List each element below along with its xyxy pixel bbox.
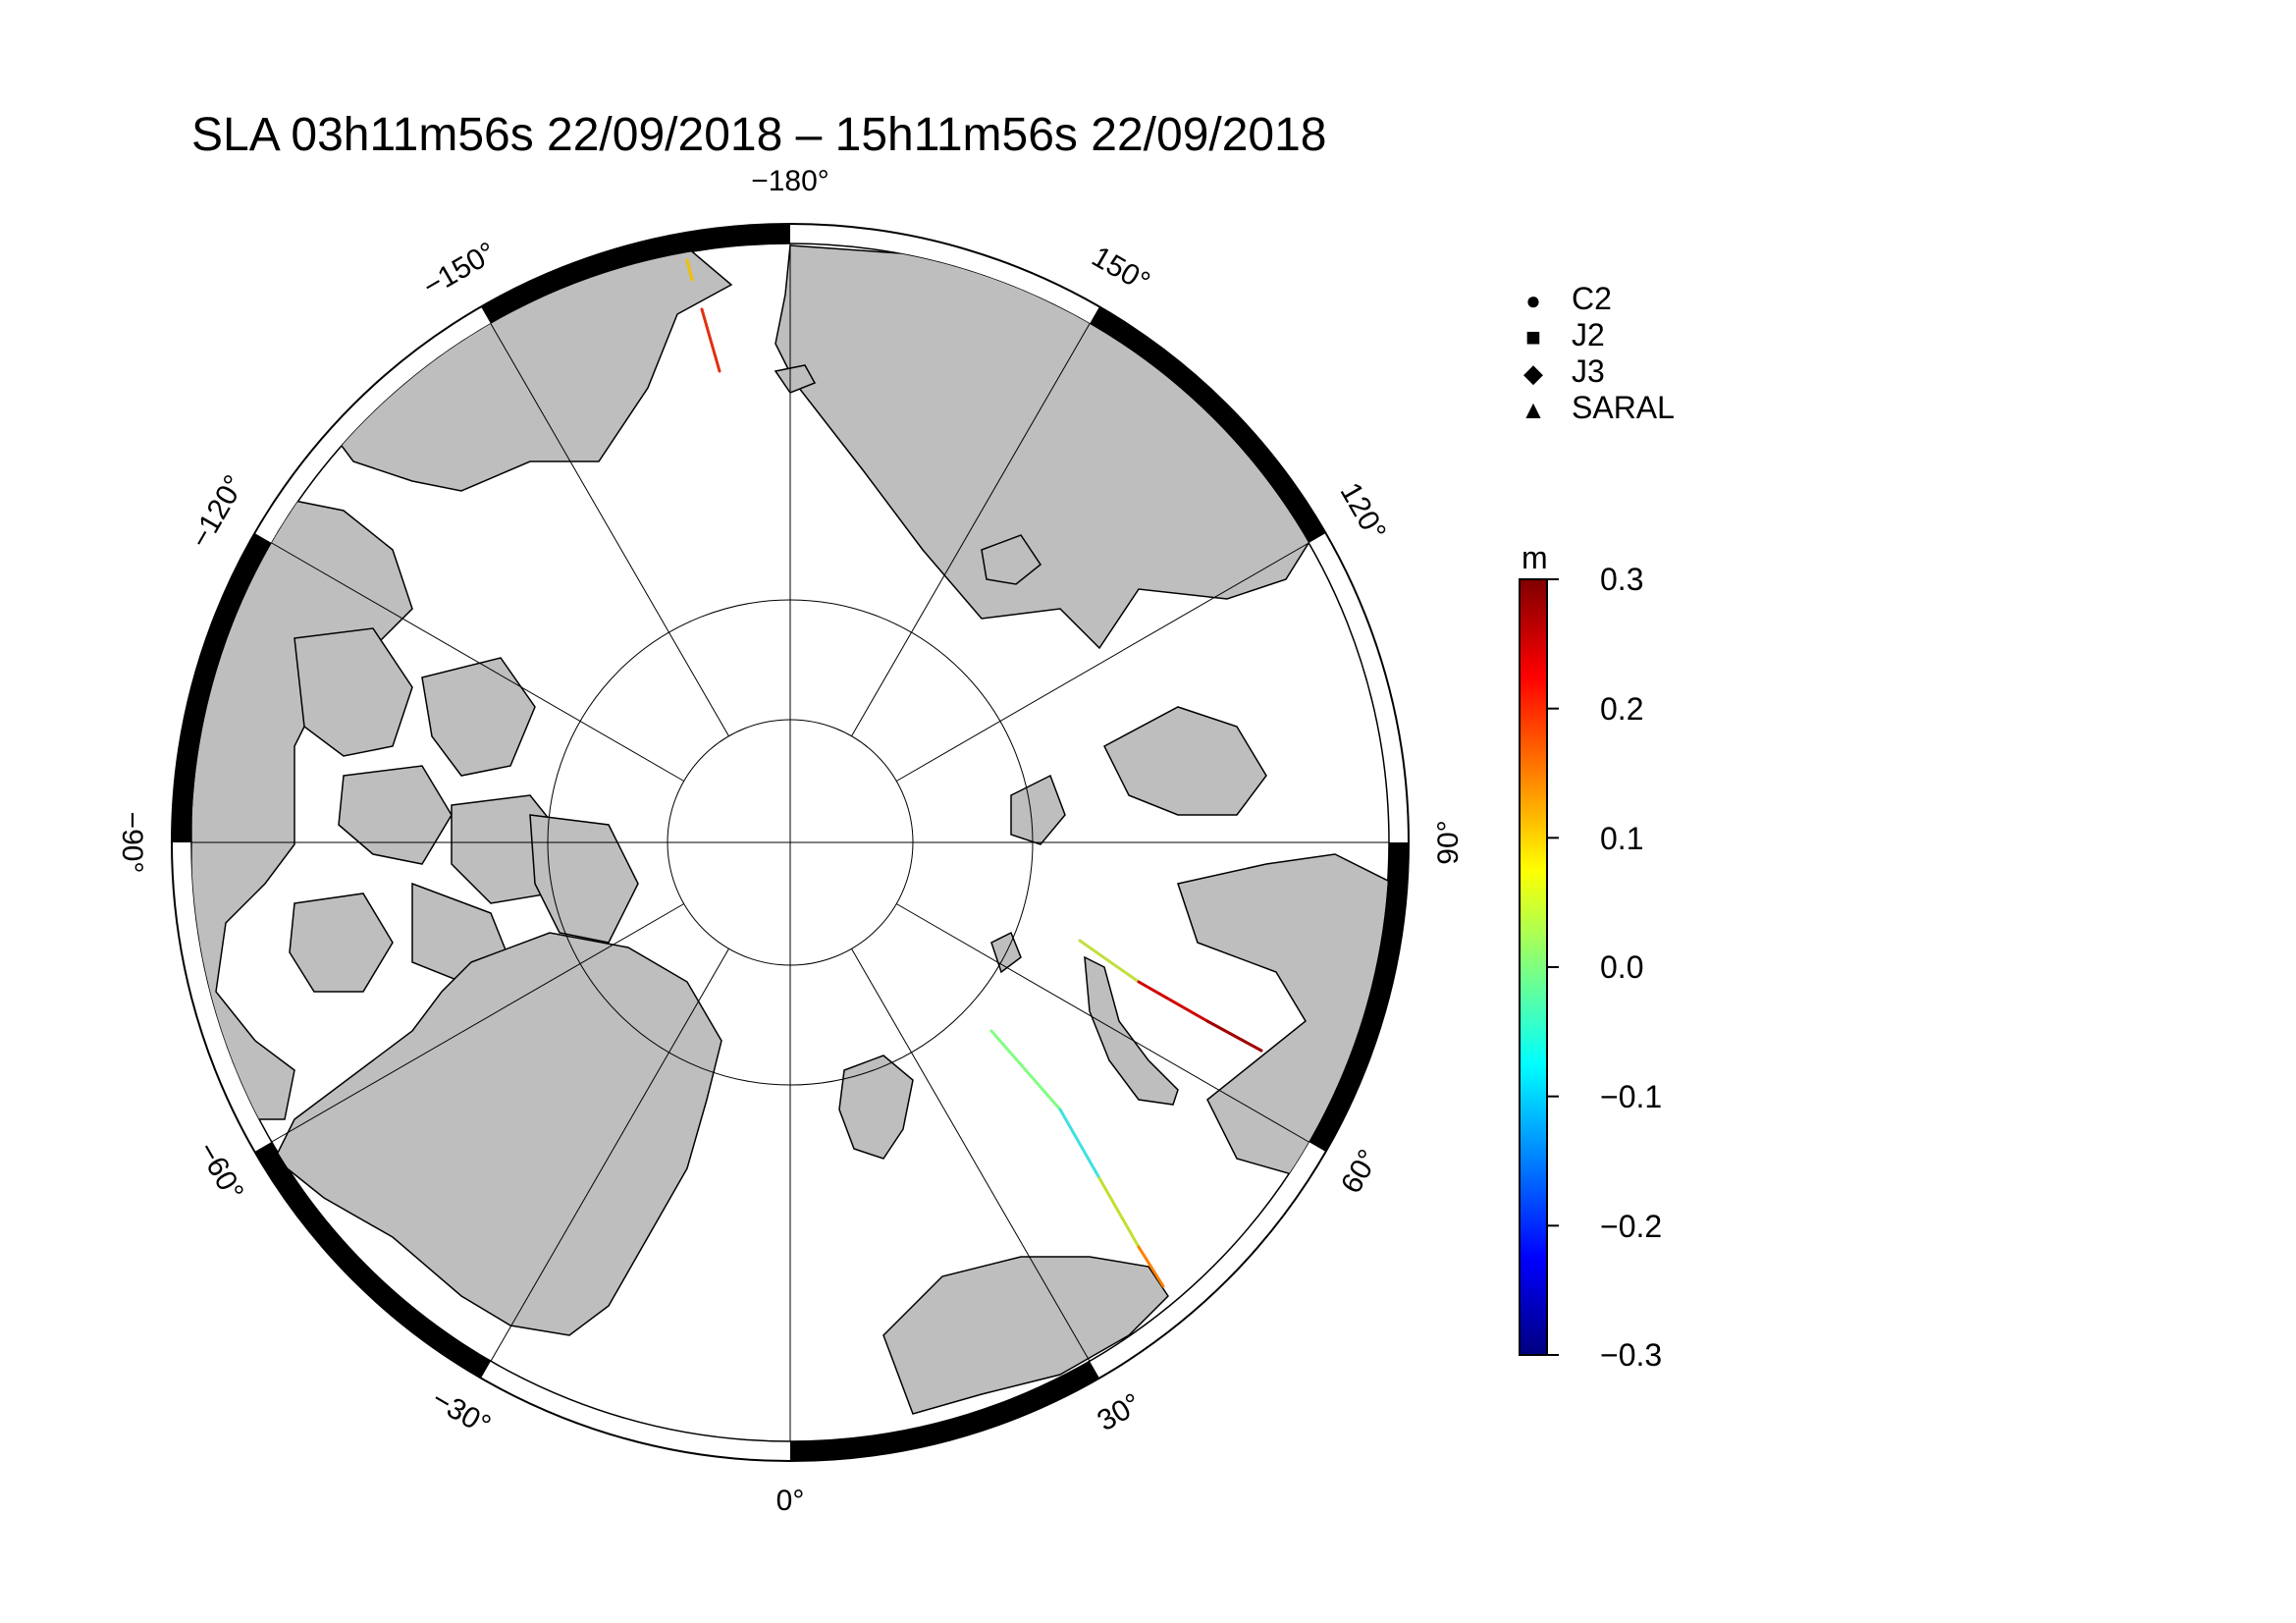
landmass-svalbard <box>838 1055 914 1160</box>
track-segment <box>1078 939 1141 984</box>
colorbar-tick-label: −0.1 <box>1600 1079 1663 1114</box>
longitude-label: −60° <box>190 1137 249 1207</box>
triangle-icon: ▲ <box>1521 395 1546 424</box>
meridian-line <box>271 542 684 782</box>
meridian-line <box>896 542 1309 782</box>
landmass-archipelago-2 <box>421 657 536 777</box>
colorbar-tick-label: 0.3 <box>1600 562 1644 597</box>
legend-item-saral: ▲ SARAL <box>1517 390 1675 426</box>
colorbar-tick-label: −0.2 <box>1600 1209 1663 1244</box>
longitude-label: −30° <box>426 1383 496 1442</box>
meridian-line <box>896 903 1309 1143</box>
landmass-russia-north <box>1103 706 1267 816</box>
colorbar-tick-label: −0.3 <box>1600 1337 1663 1373</box>
frame-segment <box>789 1361 1099 1461</box>
meridian-line <box>490 323 729 736</box>
legend-label: J3 <box>1572 353 1605 389</box>
frame-segment <box>172 533 272 843</box>
landmass-archipelago-1 <box>294 627 413 757</box>
landmass-severnaya-zemlya <box>1010 774 1066 845</box>
landmass-new-siberian <box>981 534 1042 585</box>
colorbar-ramp <box>1519 578 1548 1356</box>
frame-segment <box>1089 306 1326 544</box>
frame-segment <box>1308 841 1409 1152</box>
diamond-icon: ◆ <box>1523 358 1543 388</box>
satellite-tracks <box>685 258 1263 1288</box>
track-segment <box>1097 1176 1141 1249</box>
legend-item-c2: ● C2 <box>1517 281 1612 317</box>
land-masses <box>191 244 1389 1415</box>
longitude-label: 120° <box>1334 477 1393 546</box>
track-segment <box>1058 1108 1101 1180</box>
meridian-line <box>271 903 684 1143</box>
track-segment <box>700 307 721 373</box>
landmass-archipelago-3 <box>338 765 453 865</box>
landmass-wrangel <box>774 364 817 394</box>
landmass-archipelago-8 <box>289 893 394 993</box>
track-segment <box>685 258 694 282</box>
colorbar <box>1519 578 1559 1356</box>
track-segment <box>1137 1245 1165 1288</box>
map-title: SLA 03h11m56s 22/09/2018 – 15h11m56s 22/… <box>191 109 1327 161</box>
map-frame <box>171 223 1410 1462</box>
track-segment <box>989 1029 1062 1111</box>
longitude-label: 90° <box>1432 820 1465 864</box>
meridian-line <box>851 948 1091 1362</box>
legend-label: J2 <box>1572 317 1605 352</box>
track-segment <box>1205 1019 1263 1053</box>
longitude-label: 30° <box>1092 1387 1147 1437</box>
longitude-label: −180° <box>751 165 829 197</box>
square-icon: ■ <box>1525 322 1541 352</box>
longitude-label: 150° <box>1087 241 1155 299</box>
longitude-label: −90° <box>116 812 148 874</box>
longitude-label: −120° <box>184 470 250 554</box>
track-segment <box>1137 980 1209 1023</box>
legend-label: SARAL <box>1572 390 1675 425</box>
longitude-label: 0° <box>776 1485 805 1517</box>
frame-segment <box>481 224 791 324</box>
colorbar-unit: m <box>1522 540 1548 575</box>
meridian-line <box>490 948 729 1362</box>
legend-item-j2: ■ J2 <box>1517 317 1605 353</box>
longitude-label: 60° <box>1335 1144 1385 1199</box>
legend-item-j3: ◆ J3 <box>1517 353 1605 390</box>
colorbar-tick-label: 0.2 <box>1600 691 1644 727</box>
graticule <box>191 243 1389 1441</box>
colorbar-tick-label: 0.0 <box>1600 949 1644 985</box>
legend-label: C2 <box>1572 281 1612 316</box>
landmass-novaya-zemlya <box>1084 955 1179 1106</box>
circle-icon: ● <box>1525 286 1541 315</box>
colorbar-tick-label: 0.1 <box>1600 821 1644 856</box>
meridian-line <box>851 323 1091 736</box>
frame-segment <box>254 1141 492 1379</box>
longitude-label: −150° <box>418 236 502 302</box>
landmass-scandinavia <box>882 1256 1169 1415</box>
